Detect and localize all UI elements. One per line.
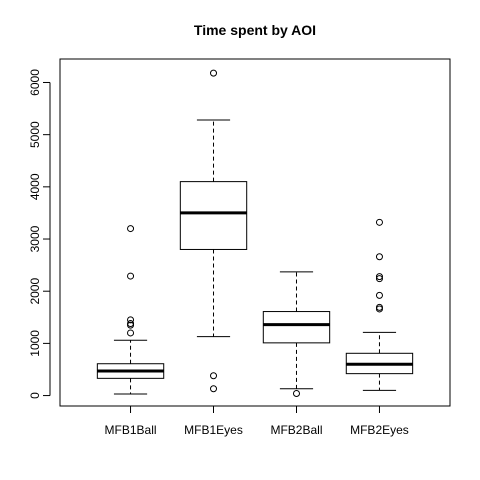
y-tick-label: 0: [28, 392, 42, 399]
outlier-point: [127, 316, 135, 324]
outlier-point: [210, 385, 218, 393]
outlier-point: [127, 272, 135, 280]
y-tick-label: 6000: [28, 69, 42, 96]
outlier-point: [375, 291, 383, 299]
y-tick-label: 2000: [28, 278, 42, 305]
outlier-point: [127, 329, 135, 337]
box-iqr: [262, 311, 331, 344]
y-axis: 0 1000 2000 3000 4000 5000 6000: [28, 69, 51, 399]
x-tick-label: MFB1Eyes: [184, 423, 243, 437]
y-tick-label: 4000: [28, 173, 42, 200]
outlier-point: [127, 320, 135, 328]
box-MFB2Eyes: [345, 218, 414, 391]
outlier-point: [375, 273, 383, 281]
x-tick-label: MFB2Eyes: [350, 423, 409, 437]
x-axis: MFB1Ball MFB1Eyes MFB2Ball MFB2Eyes: [105, 405, 409, 437]
outlier-point: [375, 275, 383, 283]
x-tick-label: MFB1Ball: [105, 423, 157, 437]
outlier-point: [375, 253, 383, 261]
boxes-group: [96, 69, 414, 397]
y-tick-label: 5000: [28, 121, 42, 148]
box-MFB1Eyes: [179, 69, 248, 393]
box-MFB2Ball: [262, 271, 331, 397]
box-MFB1Ball: [96, 225, 165, 395]
outlier-point: [127, 225, 135, 233]
outlier-point: [210, 372, 218, 380]
y-tick-label: 3000: [28, 225, 42, 252]
outlier-point: [210, 69, 218, 77]
outlier-point: [292, 389, 300, 397]
outlier-point: [375, 303, 383, 311]
chart-title: Time spent by AOI: [194, 22, 316, 38]
box-iqr: [179, 181, 248, 250]
x-tick-label: MFB2Ball: [270, 423, 322, 437]
outlier-point: [375, 218, 383, 226]
y-tick-label: 1000: [28, 330, 42, 357]
